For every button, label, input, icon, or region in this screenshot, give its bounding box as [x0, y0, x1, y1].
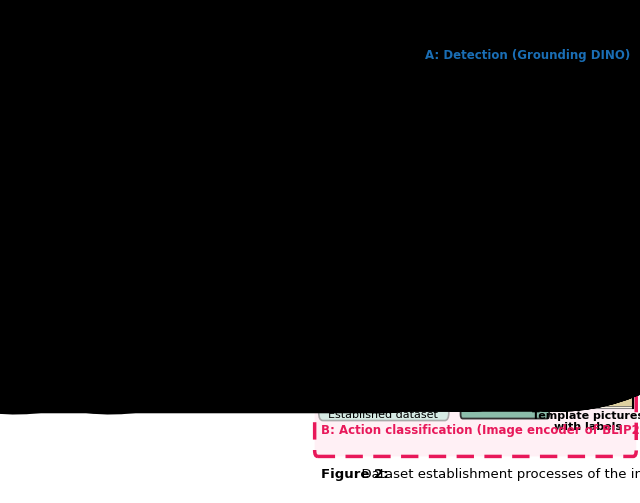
FancyBboxPatch shape	[325, 232, 384, 334]
Bar	[557, 359, 595, 405]
Bar	[595, 191, 632, 243]
Text: Object boxes: Object boxes	[548, 303, 628, 313]
FancyBboxPatch shape	[399, 68, 465, 150]
Bar	[556, 308, 633, 407]
Bar	[390, 245, 438, 320]
FancyBboxPatch shape	[312, 163, 387, 255]
Text: Cross-modality
decoder: Cross-modality decoder	[588, 110, 616, 203]
Text: Manual
correction: Manual correction	[474, 262, 537, 290]
FancyBboxPatch shape	[580, 68, 623, 245]
Text: Image
backbone: Image backbone	[401, 95, 463, 122]
Bar	[595, 311, 632, 358]
Text: Text
backbone: Text backbone	[401, 190, 463, 218]
Bar	[556, 188, 633, 298]
FancyBboxPatch shape	[315, 257, 636, 456]
Bar	[557, 311, 595, 358]
FancyBboxPatch shape	[399, 163, 465, 245]
Bar	[331, 339, 379, 396]
Text: A: Detection (Grounding DINO): A: Detection (Grounding DINO)	[425, 49, 630, 61]
Text: Act2: Act2	[403, 325, 426, 335]
FancyBboxPatch shape	[486, 163, 557, 245]
Text: Large-scale image
encoder of BLIP2: Large-scale image encoder of BLIP2	[447, 372, 563, 399]
Text: "Hand": "Hand"	[328, 203, 372, 216]
FancyBboxPatch shape	[461, 242, 549, 312]
FancyBboxPatch shape	[319, 220, 449, 421]
Text: Figure 2:: Figure 2:	[321, 468, 388, 481]
Text: Dataset establishment processes of the industrial: Dataset establishment processes of the i…	[353, 468, 640, 481]
Bar	[557, 244, 595, 296]
FancyBboxPatch shape	[325, 327, 384, 408]
Bar	[595, 244, 632, 296]
Bar	[390, 339, 438, 396]
FancyBboxPatch shape	[461, 354, 549, 418]
Text: Similarity
cluster: Similarity cluster	[476, 316, 535, 344]
Text: Feature
enhancer: Feature enhancer	[492, 190, 551, 218]
Text: Act3: Act3	[343, 399, 366, 409]
FancyBboxPatch shape	[461, 295, 549, 365]
FancyBboxPatch shape	[384, 327, 443, 408]
Text: NG: NG	[406, 399, 422, 409]
Text: Template pictures
with labels: Template pictures with labels	[532, 410, 640, 432]
Text: Language-guide
query selection: Language-guide query selection	[477, 95, 579, 122]
Text: Act1: Act1	[343, 325, 366, 335]
Text: B: Action classification (Image encoder of BLIP2): B: Action classification (Image encoder …	[321, 425, 640, 438]
FancyBboxPatch shape	[384, 232, 443, 334]
FancyBboxPatch shape	[315, 30, 636, 264]
Bar	[321, 49, 392, 168]
Bar	[331, 245, 379, 320]
FancyBboxPatch shape	[486, 68, 570, 150]
Bar	[557, 191, 595, 243]
Bar	[595, 359, 632, 405]
Text: Established dataset: Established dataset	[328, 409, 438, 420]
